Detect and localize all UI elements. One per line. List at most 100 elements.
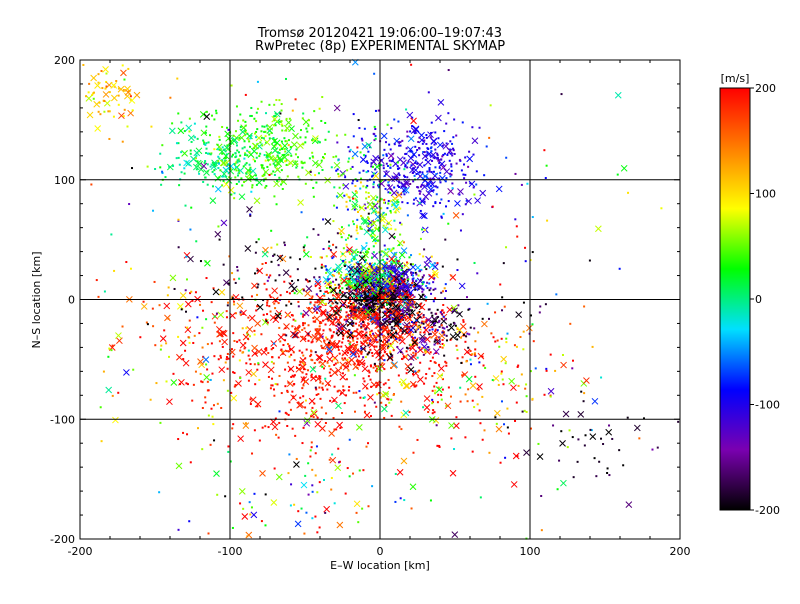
data-point-dot xyxy=(618,267,621,270)
data-point-dot xyxy=(425,134,428,137)
data-point-x xyxy=(273,110,281,118)
data-point-dot xyxy=(410,149,413,152)
data-point-x xyxy=(389,264,397,271)
data-point-dot xyxy=(317,233,320,236)
data-point-dot xyxy=(347,301,350,304)
data-point-dot xyxy=(338,285,341,288)
data-point-x xyxy=(336,521,344,529)
data-point-x xyxy=(256,303,264,311)
data-point-x xyxy=(362,277,370,285)
data-point-dot xyxy=(456,348,459,351)
data-point-dot xyxy=(236,161,239,164)
data-point-dot xyxy=(350,331,353,334)
data-point-dot xyxy=(275,98,278,101)
data-point-dot xyxy=(320,406,323,409)
data-point-dot xyxy=(356,261,359,264)
data-point-x xyxy=(443,168,451,175)
data-point-x xyxy=(254,400,262,408)
data-point-dot xyxy=(407,327,410,330)
data-point-x xyxy=(333,104,341,112)
data-point-dot xyxy=(447,386,450,389)
data-point-dot xyxy=(388,248,391,251)
data-point-dot xyxy=(340,345,343,348)
data-point-dot xyxy=(177,528,180,531)
data-point-dot xyxy=(390,355,393,358)
data-point-dot xyxy=(494,340,497,343)
data-point-dot xyxy=(387,199,390,202)
data-point-dot xyxy=(253,492,256,495)
data-point-dot xyxy=(307,339,310,342)
data-point-dot xyxy=(467,351,470,354)
data-point-dot xyxy=(444,318,447,321)
data-point-x xyxy=(269,418,277,426)
data-point-dot xyxy=(425,175,428,178)
data-point-x xyxy=(400,457,408,465)
data-point-dot xyxy=(332,318,335,321)
data-point-dot xyxy=(464,436,467,439)
data-point-dot xyxy=(110,349,113,352)
data-point-dot xyxy=(394,472,397,475)
data-point-dot xyxy=(412,271,415,274)
data-point-dot xyxy=(185,382,188,385)
data-point-dot xyxy=(357,521,360,524)
data-point-dot xyxy=(389,300,392,303)
data-point-dot xyxy=(476,272,479,275)
data-point-dot xyxy=(367,217,370,220)
data-point-dot xyxy=(213,148,216,151)
data-point-dot xyxy=(265,273,268,276)
data-point-x xyxy=(299,363,307,371)
data-point-dot xyxy=(265,320,268,323)
data-point-dot xyxy=(406,214,409,217)
data-point-dot xyxy=(558,459,561,462)
data-point-dot xyxy=(616,173,619,176)
data-point-x xyxy=(315,354,323,361)
data-point-dot xyxy=(422,255,425,258)
data-point-dot xyxy=(205,318,208,321)
data-point-dot xyxy=(205,151,208,154)
data-point-dot xyxy=(177,112,180,115)
data-point-dot xyxy=(393,118,396,121)
data-point-dot xyxy=(213,321,216,324)
data-point-dot xyxy=(349,286,352,289)
data-point-dot xyxy=(369,287,372,290)
data-point-dot xyxy=(409,343,412,346)
data-point-x xyxy=(429,262,436,269)
data-point-x xyxy=(369,203,376,211)
data-point-dot xyxy=(382,154,385,157)
data-point-dot xyxy=(327,292,330,295)
data-point-dot xyxy=(524,260,527,263)
data-point-dot xyxy=(410,507,413,510)
data-point-dot xyxy=(478,126,481,129)
data-point-dot xyxy=(392,289,395,292)
data-point-dot xyxy=(371,351,374,354)
data-point-dot xyxy=(401,292,404,295)
data-point-dot xyxy=(443,333,446,336)
data-point-dot xyxy=(292,375,295,378)
data-point-dot xyxy=(593,457,596,460)
data-point-dot xyxy=(409,330,412,333)
data-point-dot xyxy=(352,113,355,116)
data-point-dot xyxy=(203,141,206,144)
data-point-dot xyxy=(433,343,436,346)
data-point-dot xyxy=(278,148,281,151)
data-point-dot xyxy=(189,228,192,231)
data-point-dot xyxy=(423,200,426,203)
data-point-dot xyxy=(484,366,487,369)
data-point-dot xyxy=(359,351,362,354)
data-point-x xyxy=(345,359,352,366)
data-point-dot xyxy=(356,268,359,271)
data-point-dot xyxy=(349,148,352,151)
data-point-dot xyxy=(159,166,162,169)
data-point-dot xyxy=(159,421,162,424)
data-point-dot xyxy=(218,138,221,141)
data-point-dot xyxy=(362,306,365,309)
data-point-dot xyxy=(290,154,293,157)
data-point-dot xyxy=(481,355,484,358)
data-point-dot xyxy=(405,313,408,316)
data-point-dot xyxy=(365,186,368,189)
data-point-dot xyxy=(373,334,376,337)
data-point-dot xyxy=(346,324,349,327)
data-point-dot xyxy=(241,296,244,299)
data-point-dot xyxy=(296,163,299,166)
data-point-dot xyxy=(278,274,281,277)
